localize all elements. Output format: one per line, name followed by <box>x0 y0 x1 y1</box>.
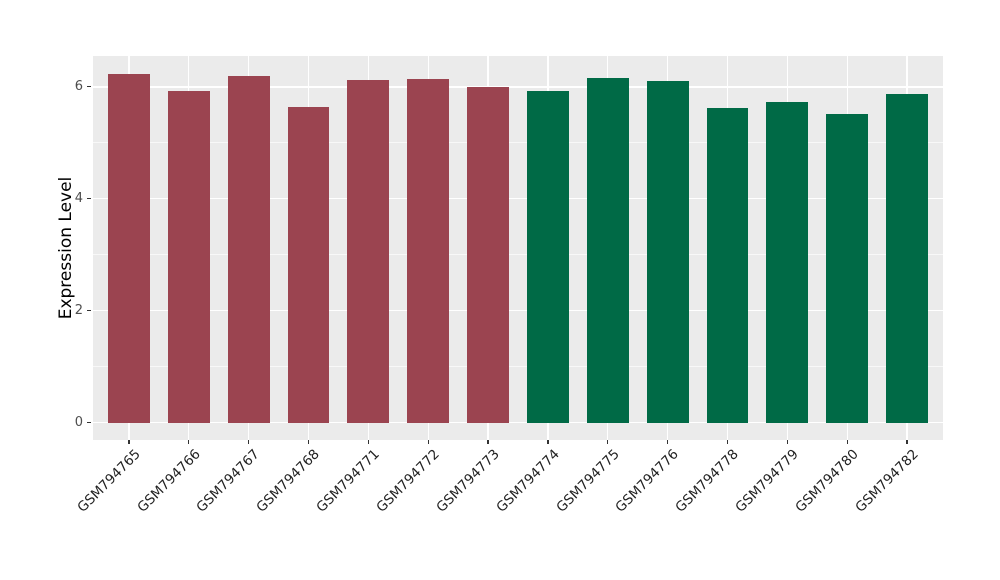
gridline-minor-y-3 <box>93 254 943 256</box>
x-tick-label-GSM794780: GSM794780 <box>792 446 862 516</box>
bar-GSM794778 <box>706 108 749 423</box>
bar-GSM794771 <box>347 80 390 423</box>
gridline-major-y-4 <box>93 197 943 200</box>
x-tick-label-GSM794782: GSM794782 <box>852 446 922 516</box>
x-tick-mark-GSM794780 <box>846 440 848 444</box>
plot-panel <box>93 56 943 440</box>
x-tick-mark-GSM794765 <box>128 440 130 444</box>
y-tick-label-4: 4 <box>74 191 83 207</box>
x-tick-label-GSM794767: GSM794767 <box>193 446 264 516</box>
gridline-major-y-0 <box>93 421 943 424</box>
x-tick-mark-GSM794782 <box>906 440 908 444</box>
x-tick-label-GSM794774: GSM794774 <box>493 446 563 516</box>
x-tick-label-GSM794778: GSM794778 <box>672 446 743 516</box>
bar-GSM794767 <box>227 75 270 423</box>
bar-GSM794779 <box>766 101 809 423</box>
x-tick-label-GSM794772: GSM794772 <box>373 446 443 516</box>
x-tick-label-GSM794775: GSM794775 <box>552 446 623 516</box>
y-tick-mark-2 <box>87 309 91 312</box>
x-tick-mark-GSM794779 <box>786 440 789 444</box>
x-tick-mark-GSM794768 <box>307 440 310 444</box>
x-tick-label-GSM794768: GSM794768 <box>253 446 324 516</box>
y-tick-mark-0 <box>87 421 91 424</box>
x-tick-mark-GSM794775 <box>607 440 609 444</box>
x-tick-mark-GSM794771 <box>367 440 370 444</box>
gridline-minor-y-1 <box>93 366 943 368</box>
x-tick-label-GSM794766: GSM794766 <box>133 446 204 516</box>
x-tick-mark-GSM794776 <box>666 440 669 444</box>
bar-GSM794768 <box>287 107 330 423</box>
x-tick-label-GSM794776: GSM794776 <box>612 446 683 516</box>
bar-GSM794776 <box>646 80 689 423</box>
y-tick-label-2: 2 <box>74 303 83 319</box>
bar-GSM794773 <box>467 86 509 423</box>
y-tick-label-6: 6 <box>74 79 83 95</box>
bar-GSM794775 <box>586 78 629 423</box>
bar-GSM794780 <box>826 113 869 423</box>
bar-GSM794766 <box>167 90 210 423</box>
x-tick-mark-GSM794767 <box>247 440 250 444</box>
y-tick-label-0: 0 <box>74 415 83 431</box>
x-tick-mark-GSM794774 <box>547 440 549 444</box>
x-tick-mark-GSM794778 <box>726 440 729 444</box>
x-tick-label-GSM794779: GSM794779 <box>732 446 802 516</box>
x-tick-mark-GSM794772 <box>427 440 429 444</box>
y-tick-mark-4 <box>87 198 91 200</box>
y-tick-mark-6 <box>87 86 91 88</box>
x-tick-mark-GSM794766 <box>188 440 190 444</box>
bar-GSM794765 <box>107 73 150 423</box>
gridline-major-y-2 <box>93 309 943 312</box>
x-tick-label-GSM794773: GSM794773 <box>433 446 503 516</box>
bar-GSM794774 <box>526 91 569 423</box>
x-tick-label-GSM794771: GSM794771 <box>313 446 383 516</box>
x-tick-mark-GSM794773 <box>487 440 489 444</box>
gridline-minor-y-5 <box>93 142 943 144</box>
bar-GSM794782 <box>886 93 929 423</box>
gridline-major-y-6 <box>93 86 943 88</box>
bar-GSM794772 <box>407 78 450 423</box>
x-tick-label-GSM794765: GSM794765 <box>74 446 144 516</box>
